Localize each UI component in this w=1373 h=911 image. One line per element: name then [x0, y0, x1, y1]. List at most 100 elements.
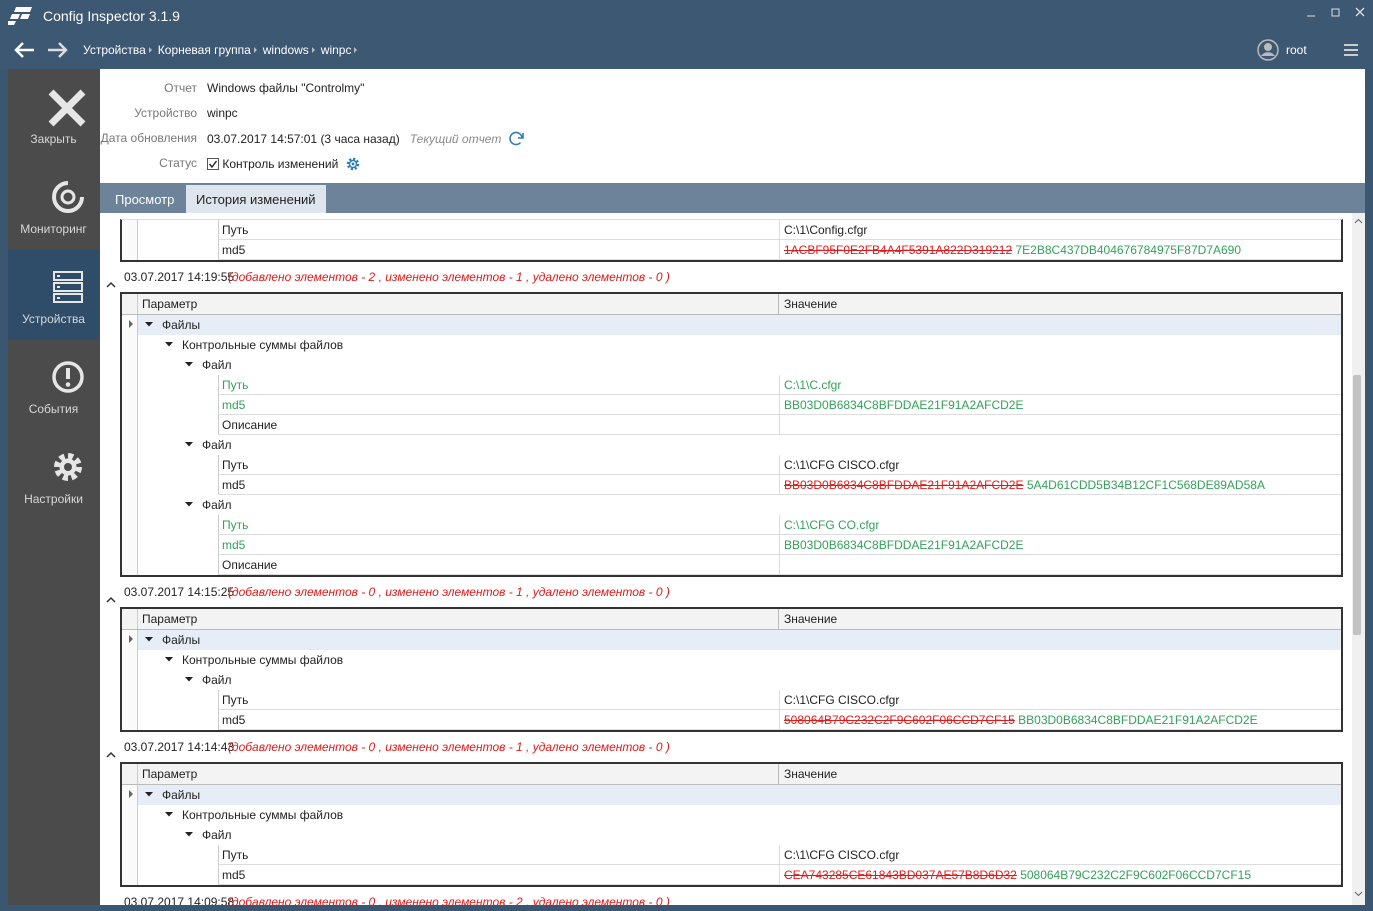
value-divider [779, 555, 780, 575]
info-label: Устройство [134, 106, 197, 120]
group-name: Файл [202, 358, 232, 372]
tab[interactable]: Просмотр [115, 192, 175, 207]
tree-row: Путь C:\1\CFG CO.cfgr [122, 515, 1341, 535]
value: BB03D0B6834C8BFDDAE21F91A2AFCD2E [784, 398, 1024, 412]
window-title: Config Inspector 3.1.9 [43, 8, 180, 24]
group-name: Контрольные суммы файлов [182, 338, 344, 352]
entry-summary: (добавлено элементов - 0 , изменено элем… [228, 740, 670, 754]
table-header: Параметр Значение [122, 609, 1341, 630]
param-value: C:\1\Config.cfgr [784, 220, 867, 240]
expand-toggle[interactable] [184, 435, 194, 455]
param-value: BB03D0B6834C8BFDDAE21F91A2AFCD2E [784, 535, 1023, 555]
user-avatar[interactable] [1257, 39, 1279, 61]
nav-bar: Устройства Корневая группа windows winpc ro… [0, 33, 1373, 69]
tree-row: Путь C:\1\C.cfgr [122, 375, 1341, 395]
status-checkbox[interactable] [207, 158, 219, 170]
current-report: Текущий отчет [409, 132, 502, 146]
column-header: Значение [784, 767, 838, 781]
breadcrumb-separator [146, 43, 158, 57]
row-gutter [122, 865, 138, 885]
entry-summary: (добавлено элементов - 0 , изменено элем… [228, 895, 670, 905]
table-header: Параметр Значение [122, 294, 1341, 315]
sidebar-item[interactable]: Закрыть [8, 70, 99, 160]
old-value: BB03D0B6834C8BFDDAE21F91A2AFCD2E [784, 478, 1024, 492]
tree-row: Файл [122, 435, 1341, 455]
history-list: Путь C:\1\Config.cfgr md5 1ACBF95F0E2FB4A4F… [100, 213, 1352, 905]
value: C:\1\C.cfgr [784, 378, 842, 392]
user-name[interactable]: root [1286, 43, 1307, 57]
tree-row: md5 CEA743285CE61843BD037AE57B8D6D32 5080… [122, 865, 1341, 885]
sidebar-label: Настройки [24, 492, 83, 506]
expand-toggle[interactable] [164, 805, 174, 825]
sidebar-item[interactable]: События [8, 340, 99, 430]
collapse-toggle[interactable] [106, 895, 116, 905]
tree-row: md5 BB03D0B6834C8BFDDAE21F91A2AFCD2E [122, 395, 1341, 415]
expand-toggle[interactable] [164, 650, 174, 670]
breadcrumb[interactable]: windows [262, 43, 309, 57]
title-bar: Config Inspector 3.1.9 [0, 0, 1373, 33]
value-divider [779, 395, 780, 415]
group-name: Файл [202, 828, 232, 842]
collapse-toggle[interactable] [106, 270, 116, 301]
row-gutter [122, 825, 138, 845]
sidebar-label: Закрыть [30, 132, 77, 146]
refresh-button[interactable] [508, 131, 526, 147]
breadcrumb[interactable]: winpc [320, 43, 352, 57]
tree-row: Файл [122, 670, 1341, 690]
param-value: BB03D0B6834C8BFDDAE21F91A2AFCD2E [784, 395, 1023, 415]
row-gutter [122, 805, 138, 825]
entry-date: 03.07.2017 14:19:55 [124, 270, 235, 284]
row-gutter [122, 355, 138, 375]
row-gutter [122, 845, 138, 865]
new-value: 508064B79C232C2F9C602F06CCD7CF15 [1020, 868, 1251, 882]
value: C:\1\CFG CO.cfgr [784, 518, 880, 532]
value: C:\1\Config.cfgr [784, 223, 868, 237]
group-name: Файлы [162, 318, 201, 332]
tree-row: md5 1ACBF95F0E2FB4A4F5391A822D319212 7E2B… [122, 240, 1341, 260]
tree-row: Описание [122, 415, 1341, 435]
breadcrumb[interactable]: Корневая группа [157, 43, 251, 57]
param-name: Путь [222, 223, 249, 237]
sidebar-item[interactable]: Мониторинг [8, 160, 99, 250]
menu-button[interactable] [1343, 42, 1359, 58]
new-value: BB03D0B6834C8BFDDAE21F91A2AFCD2E [1018, 713, 1258, 727]
column-header: Значение [784, 297, 838, 311]
column-header: Параметр [142, 297, 198, 311]
tree-row: Путь C:\1\CFG CISCO.cfgr [122, 455, 1341, 475]
change-table: Параметр Значение Файлы Контрольные суммы ф… [120, 292, 1343, 577]
expand-toggle[interactable] [144, 630, 154, 650]
entry-header: 03.07.2017 14:19:55 (добавлено элементов … [100, 262, 1352, 292]
expand-toggle[interactable] [184, 355, 194, 375]
param-value: CEA743285CE61843BD037AE57B8D6D32 508064B… [784, 865, 1251, 885]
collapse-toggle[interactable] [106, 740, 116, 771]
expand-toggle[interactable] [184, 825, 194, 845]
param-value: 1ACBF95F0E2FB4A4F5391A822D319212 7E2B8C4… [784, 240, 1241, 260]
breadcrumb-separator [251, 43, 263, 57]
param-value: BB03D0B6834C8BFDDAE21F91A2AFCD2E 5A4D61C… [784, 475, 1265, 495]
sidebar-item[interactable]: Устройства [8, 250, 99, 340]
breadcrumb[interactable]: Устройства [83, 43, 146, 57]
collapse-toggle[interactable] [106, 585, 116, 616]
row-gutter [122, 315, 138, 335]
expand-toggle[interactable] [164, 335, 174, 355]
tab[interactable]: История изменений [186, 185, 326, 213]
tree-row: Путь C:\1\Config.cfgr [122, 220, 1341, 240]
value-divider [779, 515, 780, 535]
expand-toggle[interactable] [184, 495, 194, 515]
sidebar-item[interactable]: Настройки [8, 430, 99, 520]
window-controls[interactable] [1305, 4, 1369, 20]
status-text: Контроль изменений [222, 157, 339, 171]
nav-arrows[interactable] [12, 40, 72, 60]
param-name: md5 [222, 538, 246, 552]
expand-toggle[interactable] [144, 785, 154, 805]
status-settings[interactable] [345, 156, 361, 172]
row-gutter [122, 455, 138, 475]
scrollbar[interactable] [1352, 213, 1365, 905]
row-gutter [122, 630, 138, 650]
expand-toggle[interactable] [144, 315, 154, 335]
column-divider [778, 609, 779, 629]
param-value: C:\1\CFG CISCO.cfgr [784, 455, 899, 475]
param-name: Путь [222, 458, 249, 472]
expand-toggle[interactable] [184, 670, 194, 690]
